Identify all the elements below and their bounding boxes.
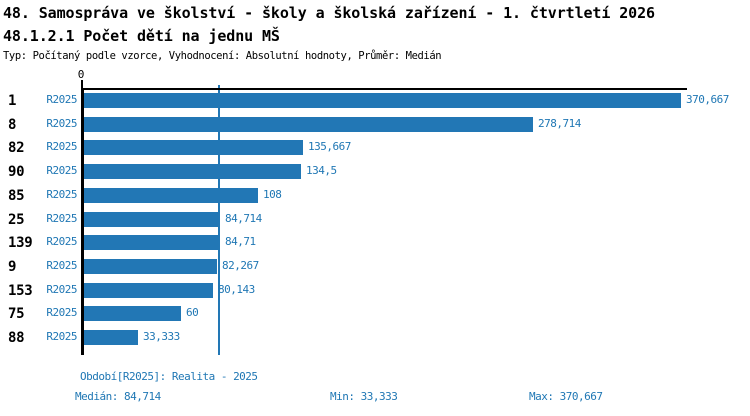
value-label: 134,5	[306, 164, 337, 178]
bar[interactable]	[84, 211, 220, 227]
series-label: R2025	[46, 235, 77, 249]
series-label: R2025	[46, 282, 77, 296]
series-label: R2025	[46, 93, 77, 106]
category-label: 75	[8, 306, 25, 323]
category-label: 25	[8, 211, 25, 228]
bar[interactable]	[84, 330, 138, 345]
category-label: 85	[8, 187, 25, 204]
value-label: 135,667	[308, 140, 351, 154]
category-label: 9	[8, 258, 17, 275]
bar[interactable]	[84, 140, 303, 156]
series-label: R2025	[46, 330, 77, 343]
category-label: 82	[8, 140, 25, 157]
bar[interactable]	[84, 306, 181, 322]
x-axis-line	[81, 88, 687, 90]
report-subtitle: 48.1.2.1 Počet dětí na jednu MŠ	[3, 27, 280, 45]
bar[interactable]	[84, 282, 213, 298]
report-title: 48. Samospráva ve školství - školy a ško…	[3, 4, 655, 22]
category-label: 139	[8, 235, 33, 252]
value-label: 82,267	[222, 258, 259, 272]
value-label: 33,333	[143, 330, 180, 343]
bar[interactable]	[84, 164, 301, 180]
category-label: 153	[8, 282, 33, 299]
bar[interactable]	[84, 258, 217, 274]
stat-min: Min: 33,333	[330, 390, 398, 403]
series-label: R2025	[46, 211, 77, 225]
value-label: 84,714	[225, 211, 262, 225]
value-label: 370,667	[686, 93, 729, 106]
series-label: R2025	[46, 164, 77, 178]
category-label: 8	[8, 116, 17, 133]
bar[interactable]	[84, 235, 220, 251]
series-label: R2025	[46, 116, 77, 130]
value-label: 278,714	[538, 116, 581, 130]
series-label: R2025	[46, 258, 77, 272]
series-label: R2025	[46, 306, 77, 320]
bar[interactable]	[84, 116, 533, 132]
category-label: 1	[8, 93, 17, 109]
category-label: 90	[8, 164, 25, 181]
stat-median: Medián: 84,714	[75, 390, 161, 403]
x-axis-zero-tick-mark	[81, 80, 83, 88]
value-label: 84,71	[225, 235, 256, 249]
bar[interactable]	[84, 93, 681, 108]
report-meta-line: Typ: Počítaný podle vzorce, Vyhodnocení:…	[3, 50, 442, 62]
x-axis-zero-tick-label: 0	[77, 68, 85, 81]
value-label: 80,143	[218, 282, 255, 296]
y-axis-line	[81, 88, 84, 355]
category-label: 88	[8, 330, 25, 346]
bar-chart-area: 0 1 R2025 370,667 8 R2025 278,714 82 R2025 135,6…	[8, 68, 729, 355]
series-label: R2025	[46, 140, 77, 154]
bar[interactable]	[84, 187, 258, 203]
stat-max: Max: 370,667	[529, 390, 603, 403]
value-label: 60	[186, 306, 199, 320]
value-label: 108	[263, 187, 282, 201]
series-label: R2025	[46, 187, 77, 201]
period-legend: Období[R2025]: Realita - 2025	[80, 370, 258, 383]
